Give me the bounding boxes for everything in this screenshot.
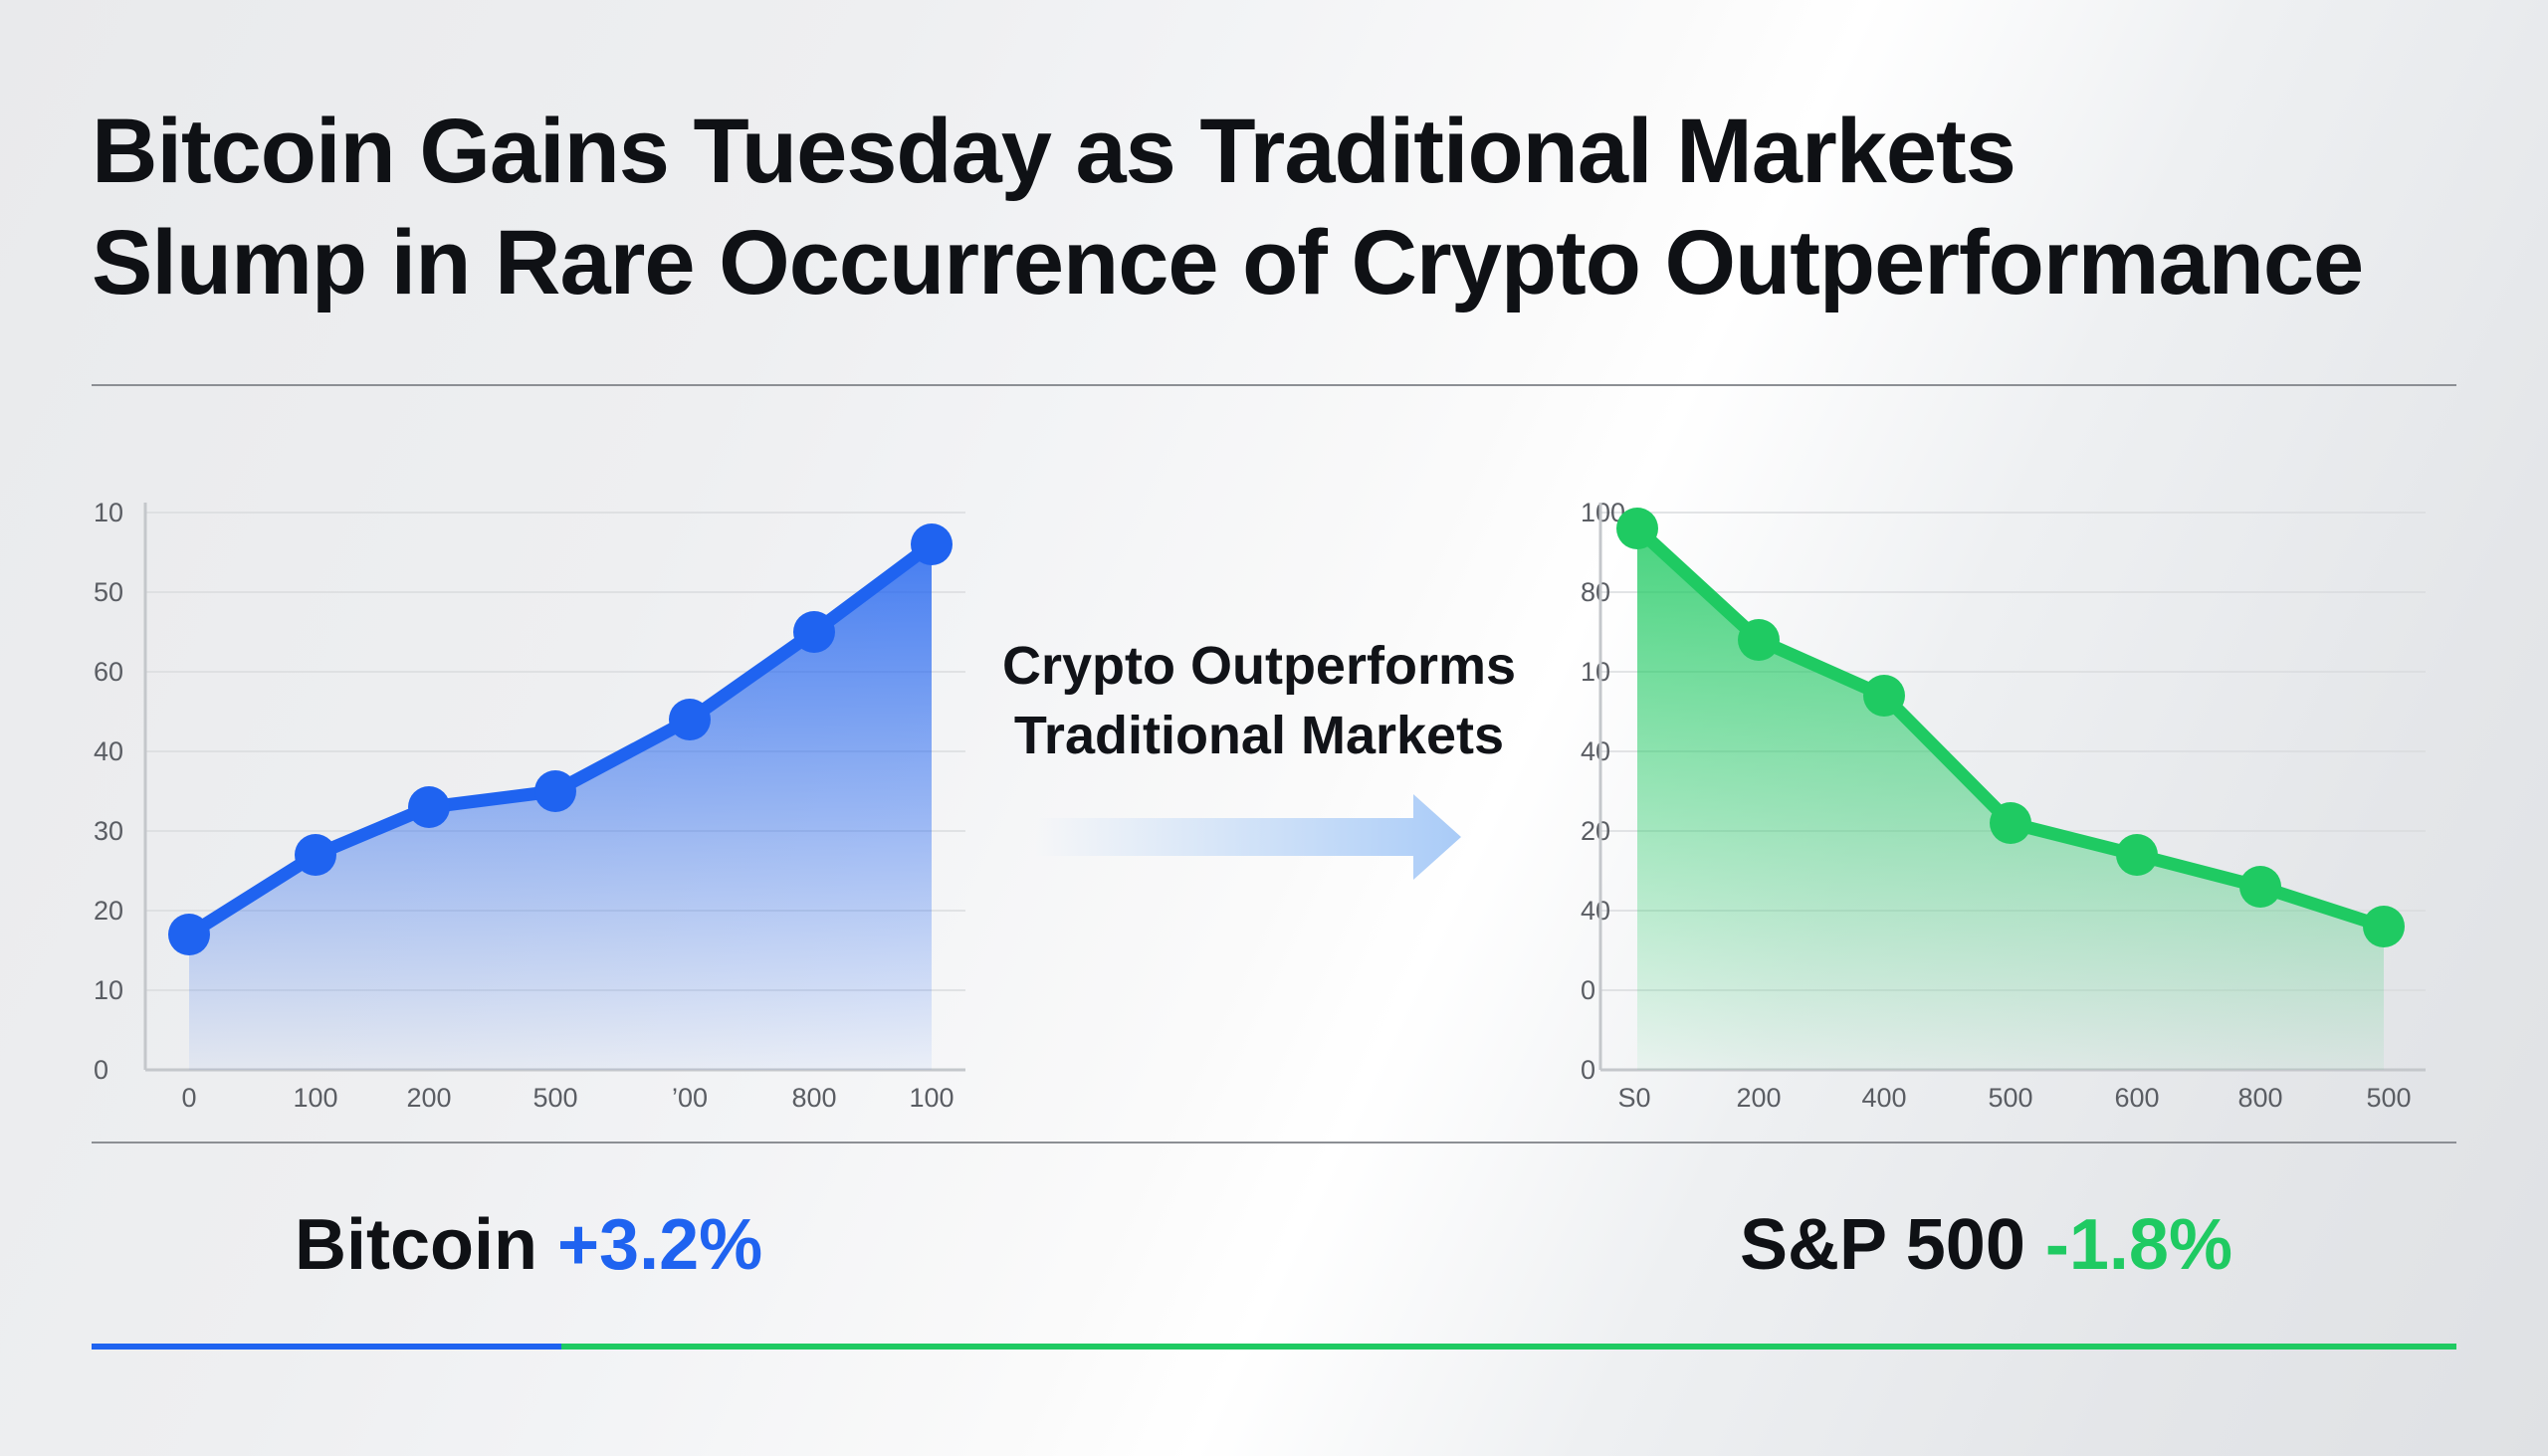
bitcoin-y-tick-label: 10 bbox=[94, 975, 123, 1005]
bitcoin-label: Bitcoin bbox=[295, 1205, 537, 1285]
bitcoin-x-tick-label: 100 bbox=[909, 1083, 954, 1113]
bitcoin-data-point bbox=[295, 834, 336, 876]
headline-line-2: Slump in Rare Occurrence of Crypto Outpe… bbox=[92, 212, 2364, 313]
sp500-x-tick-label: 400 bbox=[1861, 1083, 1906, 1113]
sp500-data-point bbox=[1863, 675, 1905, 717]
sp500-y-tick-label: 20 bbox=[1581, 816, 1610, 846]
sp500-bar bbox=[561, 1344, 2456, 1350]
sp500-x-tick-label: 600 bbox=[2114, 1083, 2159, 1113]
bitcoin-bar bbox=[92, 1344, 561, 1350]
bitcoin-data-point bbox=[669, 699, 711, 740]
sp500-label: S&P 500 bbox=[1740, 1205, 2025, 1285]
sp500-x-tick-label: 200 bbox=[1736, 1083, 1781, 1113]
right-arrow-icon bbox=[1035, 794, 1461, 880]
sp500-change: -1.8% bbox=[2044, 1205, 2232, 1285]
top-divider bbox=[92, 384, 2456, 386]
bitcoin-change: +3.2% bbox=[557, 1205, 763, 1285]
bitcoin-x-tick-label: 100 bbox=[293, 1083, 337, 1113]
callout-line-2: Traditional Markets bbox=[1013, 706, 1505, 765]
bitcoin-y-tick-label: 50 bbox=[94, 577, 123, 607]
callout-line-1: Crypto Outperforms bbox=[1001, 636, 1517, 696]
sp500-area-fill bbox=[1637, 528, 2384, 1070]
sp500-data-point bbox=[2116, 834, 2158, 876]
sp500-data-point bbox=[1990, 802, 2031, 844]
bitcoin-y-tick-label: 20 bbox=[94, 896, 123, 926]
sp500-y-tick-label: 80 bbox=[1581, 577, 1610, 607]
bitcoin-y-tick-label: 40 bbox=[94, 736, 123, 766]
sp500-x-tick-label: S0 bbox=[1617, 1083, 1650, 1113]
sp500-x-tick-label: 500 bbox=[2366, 1083, 2411, 1113]
sp500-y-tick-label: 0 bbox=[1581, 1055, 1595, 1085]
headline-line-1: Bitcoin Gains Tuesday as Traditional Mar… bbox=[92, 101, 2017, 202]
outperform-callout: Crypto Outperforms Traditional Markets bbox=[956, 631, 1563, 770]
bitcoin-data-point bbox=[168, 914, 210, 955]
sp500-x-tick-label: 800 bbox=[2237, 1083, 2282, 1113]
sp500-data-point bbox=[1616, 508, 1658, 549]
sp500-data-point bbox=[2239, 866, 2281, 908]
bitcoin-x-tick-label: 0 bbox=[181, 1083, 196, 1113]
bitcoin-y-tick-label: 10 bbox=[94, 498, 123, 527]
sp500-data-point bbox=[1738, 619, 1780, 661]
sp500-y-tick-label: 40 bbox=[1581, 896, 1610, 926]
bitcoin-x-tick-label: 500 bbox=[532, 1083, 577, 1113]
bitcoin-x-tick-label: 800 bbox=[791, 1083, 836, 1113]
bitcoin-x-tick-label: 200 bbox=[406, 1083, 451, 1113]
bitcoin-y-tick-label: 0 bbox=[94, 1055, 108, 1085]
bitcoin-data-point bbox=[534, 770, 576, 812]
headline: Bitcoin Gains Tuesday as Traditional Mar… bbox=[92, 96, 2460, 318]
sp500-y-tick-label: 40 bbox=[1581, 736, 1610, 766]
bitcoin-y-tick-label: 30 bbox=[94, 816, 123, 846]
bitcoin-stat: Bitcoin +3.2% bbox=[295, 1200, 762, 1290]
sp500-y-tick-label: 0 bbox=[1581, 975, 1595, 1005]
bitcoin-data-point bbox=[911, 523, 953, 565]
sp500-x-tick-label: 500 bbox=[1988, 1083, 2032, 1113]
bitcoin-y-tick-label: 60 bbox=[94, 657, 123, 687]
bitcoin-x-tick-label: ’00 bbox=[672, 1083, 708, 1113]
bitcoin-data-point bbox=[793, 611, 835, 653]
bitcoin-data-point bbox=[408, 786, 450, 828]
sp500-stat: S&P 500 -1.8% bbox=[1740, 1200, 2232, 1290]
sp500-y-tick-label: 10 bbox=[1581, 657, 1610, 687]
bottom-divider bbox=[92, 1142, 2456, 1144]
sp500-data-point bbox=[2363, 906, 2405, 947]
